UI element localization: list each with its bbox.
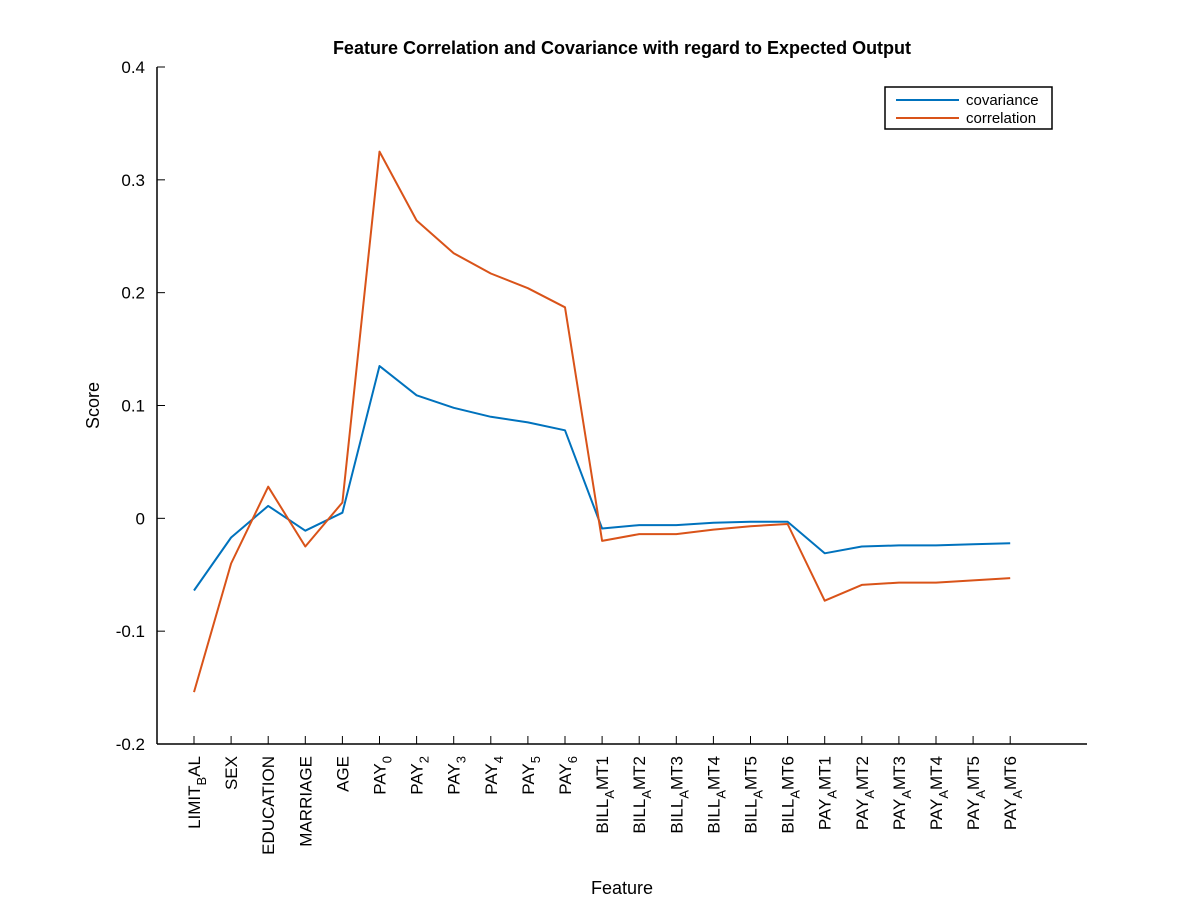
y-axis: -0.2 -0.1 0 0.1 0.2 0.3 0.4 [116,58,165,754]
y-tick-label: 0.2 [121,284,145,303]
y-tick-label: -0.2 [116,735,145,754]
x-tick-label: PAYAMT4 [927,756,951,830]
x-tick-label: PAYAMT2 [853,756,877,830]
x-tick-label: EDUCATION [259,756,278,855]
x-tick-label: PAYAMT1 [816,756,840,830]
x-tick-label: BILLAMT2 [630,756,654,834]
x-axis: LIMITBAL SEX EDUCATION MARRIAGE AGE PAY0 PAY2 P… [157,736,1087,855]
legend-label-covariance: covariance [966,92,1039,109]
x-tick-label: LIMITBAL [185,756,209,829]
legend-label-correlation: correlation [966,110,1036,127]
x-tick-label: PAY6 [556,756,580,795]
y-tick-label: 0.4 [121,58,145,77]
x-tick-label: PAY3 [445,756,469,795]
y-tick-label: 0.1 [121,397,145,416]
x-tick-label: PAY5 [519,756,543,795]
x-tick-label: PAY0 [371,756,395,795]
chart-title: Feature Correlation and Covariance with … [333,38,911,58]
series-line-correlation [193,150,1011,693]
x-tick-label: PAYAMT5 [964,756,988,830]
y-tick-label: -0.1 [116,622,145,641]
x-tick-label: BILLAMT5 [742,756,766,834]
x-tick-label: PAY2 [408,756,432,795]
x-axis-label: Feature [591,878,653,898]
x-tick-label: PAY4 [482,756,506,795]
x-tick-label: PAYAMT6 [1001,756,1025,830]
x-tick-label: AGE [333,756,352,792]
x-tick-label: BILLAMT4 [704,756,728,834]
x-tick-label: BILLAMT1 [593,756,617,834]
x-tick-label: SEX [222,756,241,790]
y-tick-label: 0.3 [121,171,145,190]
y-tick-label: 0 [136,509,145,528]
x-tick-label: BILLAMT6 [779,756,803,834]
x-tick-label: BILLAMT3 [667,756,691,834]
series-line-covariance [193,365,1011,592]
series-group [193,150,1011,693]
y-axis-label: Score [83,382,103,429]
x-tick-label: PAYAMT3 [890,756,914,830]
legend-box [884,86,1053,130]
x-tick-label: MARRIAGE [296,756,315,847]
